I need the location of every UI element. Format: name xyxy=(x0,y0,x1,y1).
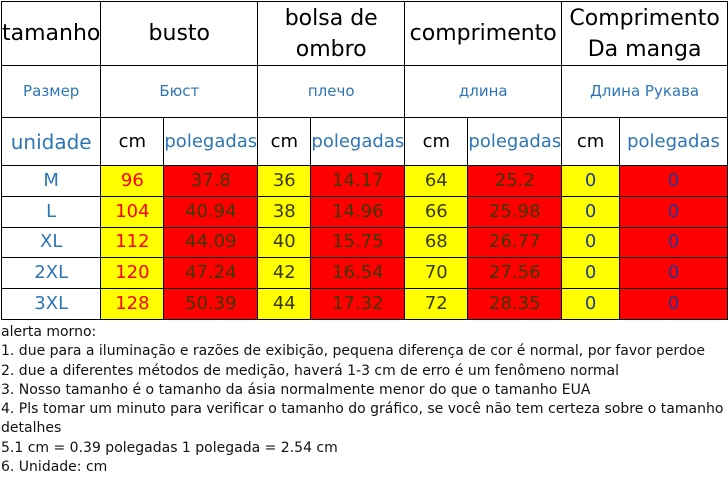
comprimento-cm-cell: 70 xyxy=(404,257,469,290)
comprimento-in-cell: 26.77 xyxy=(467,226,563,259)
ru-size: Размер xyxy=(0,65,102,118)
note-line: alerta morno: xyxy=(1,324,97,340)
manga-in-cell: 0 xyxy=(618,195,728,228)
busto-cm-cell: 128 xyxy=(100,288,165,320)
ombro-in-cell: 17.32 xyxy=(310,288,406,320)
manga-cm-cell: 0 xyxy=(561,257,620,290)
header-busto: busto xyxy=(100,1,259,66)
unit-cm: cm xyxy=(257,117,312,166)
ombro-in-cell: 14.17 xyxy=(310,165,406,197)
unit-inches: polegadas xyxy=(163,117,259,166)
busto-cm-cell: 104 xyxy=(100,195,165,228)
comprimento-cm-cell: 68 xyxy=(404,226,469,259)
size-cell: XL xyxy=(0,226,102,259)
ombro-in-cell: 15.75 xyxy=(310,226,406,259)
size-cell: 3XL xyxy=(0,288,102,320)
size-cell: M xyxy=(0,165,102,197)
table-row: 2XL 120 47.24 42 16.54 70 27.56 0 0 xyxy=(0,257,728,290)
table-row: L 104 40.94 38 14.96 66 25.98 0 0 xyxy=(0,195,728,228)
comprimento-cm-cell: 66 xyxy=(404,195,469,228)
ombro-cm-cell: 36 xyxy=(257,165,312,197)
busto-cm-cell: 112 xyxy=(100,226,165,259)
note-line: 1. due para a iluminação e razões de exi… xyxy=(1,343,706,360)
header-row-ru: Размер Бюст плечо длина Длина Рукава xyxy=(0,65,728,118)
comprimento-in-cell: 25.2 xyxy=(467,165,563,197)
table-row: 3XL 128 50.39 44 17.32 72 28.35 0 0 xyxy=(0,288,728,320)
comprimento-cm-cell: 64 xyxy=(404,165,469,197)
unit-cm: cm xyxy=(404,117,469,166)
size-rows: M 96 37.8 36 14.17 64 25.2 0 0 L 104 40.… xyxy=(0,165,728,320)
manga-cm-cell: 0 xyxy=(561,226,620,259)
ombro-in-cell: 14.96 xyxy=(310,195,406,228)
busto-in-cell: 44.09 xyxy=(163,226,259,259)
busto-in-cell: 40.94 xyxy=(163,195,259,228)
size-cell: 2XL xyxy=(0,257,102,290)
ombro-cm-cell: 38 xyxy=(257,195,312,228)
ombro-cm-cell: 40 xyxy=(257,226,312,259)
ru-manga: Длина Рукава xyxy=(561,65,728,118)
manga-cm-cell: 0 xyxy=(561,195,620,228)
comprimento-in-cell: 25.98 xyxy=(467,195,563,228)
header-row-pt: tamanho busto bolsa de ombro comprimento… xyxy=(0,1,728,66)
unit-inches: polegadas xyxy=(618,117,728,166)
header-manga: Comprimento Da manga xyxy=(561,1,728,66)
unit-inches: polegadas xyxy=(467,117,563,166)
unit-cm: cm xyxy=(100,117,165,166)
busto-in-cell: 50.39 xyxy=(163,288,259,320)
ombro-cm-cell: 42 xyxy=(257,257,312,290)
comprimento-in-cell: 28.35 xyxy=(467,288,563,320)
manga-in-cell: 0 xyxy=(618,288,728,320)
note-line: 5.1 cm = 0.39 polegadas 1 polegada = 2.5… xyxy=(1,439,338,456)
ombro-cm-cell: 44 xyxy=(257,288,312,320)
manga-in-cell: 0 xyxy=(618,226,728,259)
size-cell: L xyxy=(0,195,102,228)
manga-in-cell: 0 xyxy=(618,257,728,290)
manga-in-cell: 0 xyxy=(618,165,728,197)
header-ombro: bolsa de ombro xyxy=(257,1,406,66)
busto-cm-cell: 96 xyxy=(100,165,165,197)
table-row: M 96 37.8 36 14.17 64 25.2 0 0 xyxy=(0,165,728,197)
busto-in-cell: 47.24 xyxy=(163,257,259,290)
table-row: XL 112 44.09 40 15.75 68 26.77 0 0 xyxy=(0,226,728,259)
note-line: 6. Unidade: cm xyxy=(1,459,108,476)
ru-ombro: плечо xyxy=(257,65,406,118)
note-line: 3. Nosso tamanho é o tamanho da ásia nor… xyxy=(1,381,591,398)
ombro-in-cell: 16.54 xyxy=(310,257,406,290)
note-line: 2. due a diferentes métodos de medição, … xyxy=(1,362,619,379)
manga-cm-cell: 0 xyxy=(561,165,620,197)
header-comprimento: comprimento xyxy=(404,1,563,66)
unit-label: unidade xyxy=(0,117,102,166)
unit-row: unidade cm polegadas cm polegadas cm pol… xyxy=(0,117,728,166)
size-table: tamanho busto bolsa de ombro comprimento… xyxy=(0,1,728,320)
note-line: detalhes xyxy=(1,420,62,437)
ru-busto: Бюст xyxy=(100,65,259,118)
notes-block: alerta morno: 1. due para a iluminação e … xyxy=(1,323,725,477)
comprimento-in-cell: 27.56 xyxy=(467,257,563,290)
busto-in-cell: 37.8 xyxy=(163,165,259,197)
busto-cm-cell: 120 xyxy=(100,257,165,290)
manga-cm-cell: 0 xyxy=(561,288,620,320)
ru-comprimento: длина xyxy=(404,65,563,118)
unit-inches: polegadas xyxy=(310,117,406,166)
unit-cm: cm xyxy=(561,117,620,166)
header-size: tamanho xyxy=(0,1,102,66)
comprimento-cm-cell: 72 xyxy=(404,288,469,320)
note-line: 4. Pls tomar um minuto para verificar o … xyxy=(1,401,724,418)
